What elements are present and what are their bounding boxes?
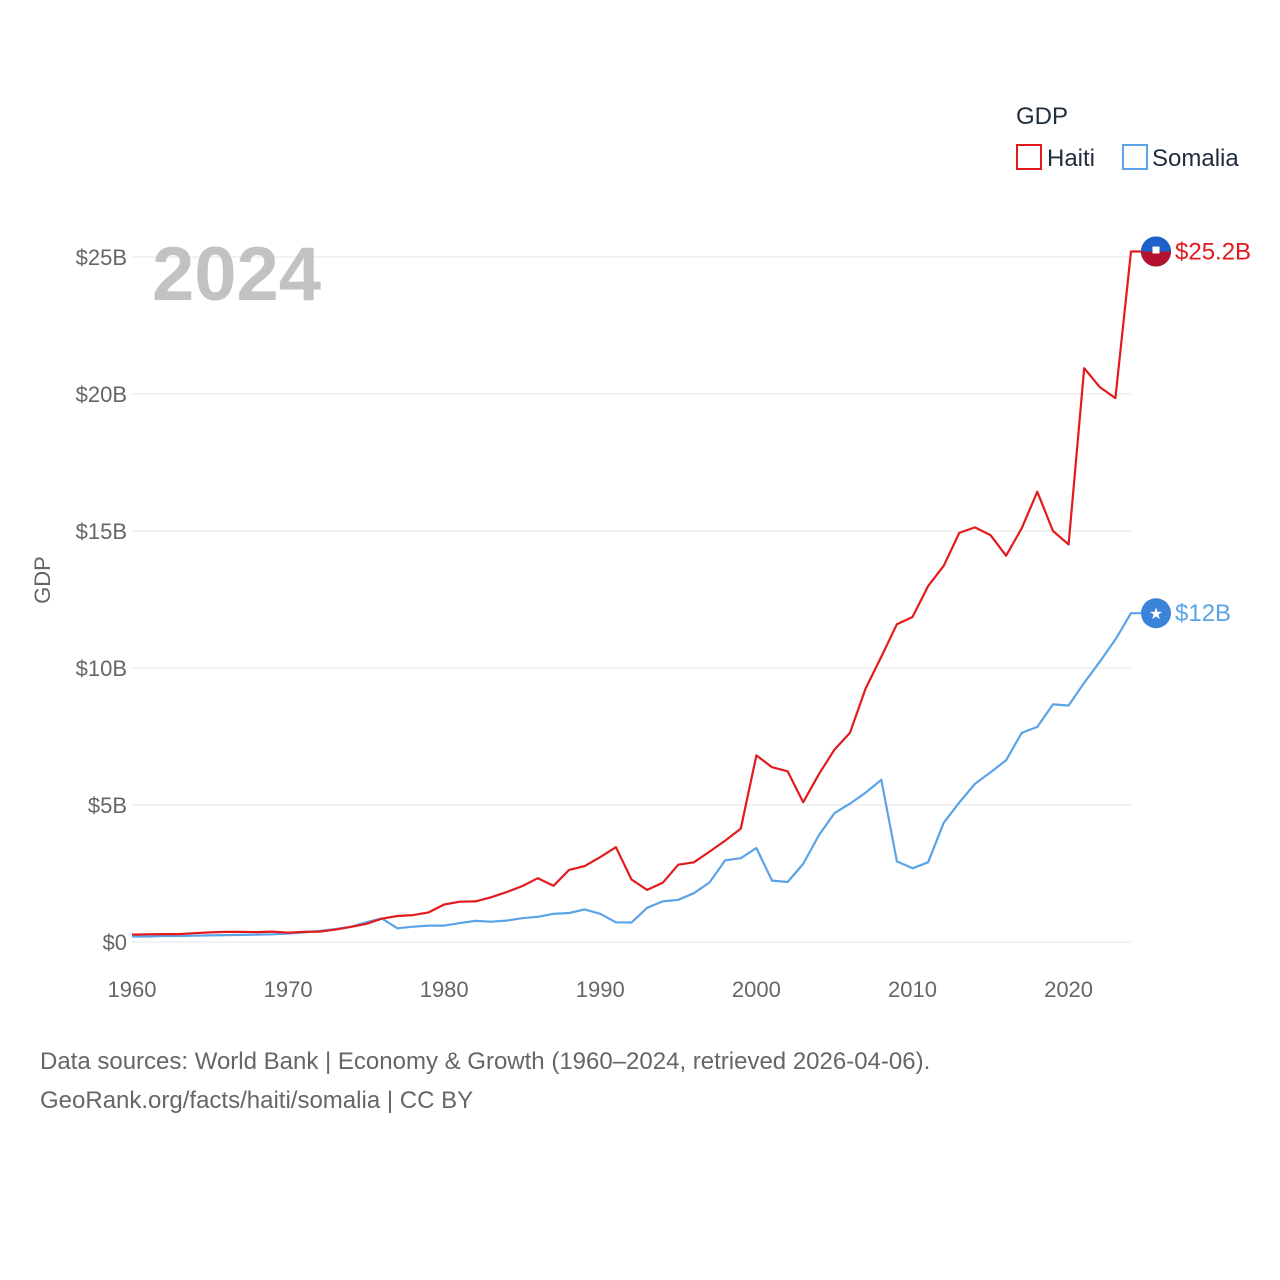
end-marker-somalia[interactable]: ★: [1141, 598, 1171, 629]
y-tick-label: $0: [103, 930, 127, 955]
gdp-line-chart: $0 $5B $10B $15B $20B $25B 1960 1970 1980 1990 20…: [30, 103, 1251, 1002]
x-tick-label: 2020: [1044, 977, 1093, 1002]
y-tick-label: $15B: [76, 519, 127, 544]
source-note: Data sources: World Bank | Economy & Gro…: [40, 1042, 1240, 1120]
haiti-flag-bottom: [1141, 251, 1171, 267]
legend-label-haiti: Haiti: [1047, 145, 1095, 172]
y-axis-ticks: $0 $5B $10B $15B $20B $25B: [76, 245, 127, 955]
x-tick-label: 1980: [420, 977, 469, 1002]
x-tick-label: 1970: [264, 977, 313, 1002]
haiti-flag-emblem: [1152, 246, 1160, 254]
year-watermark: 2024: [152, 232, 321, 317]
legend-item-somalia[interactable]: Somalia: [1122, 144, 1239, 172]
end-marker-haiti[interactable]: [1141, 236, 1171, 267]
legend-title: GDP: [1016, 103, 1068, 130]
y-tick-label: $25B: [76, 245, 127, 270]
x-tick-label: 1990: [576, 977, 625, 1002]
haiti-flag-top: [1141, 236, 1171, 252]
gridlines: [132, 256, 1131, 943]
y-tick-label: $20B: [76, 382, 127, 407]
y-axis-label: GDP: [30, 556, 55, 604]
end-label-haiti: $25.2B: [1175, 239, 1251, 266]
x-tick-label: 1960: [108, 977, 157, 1002]
series-line-somalia[interactable]: [132, 612, 1142, 938]
legend-item-haiti[interactable]: Haiti: [1016, 144, 1095, 172]
source-line-2: GeoRank.org/facts/haiti/somalia | CC BY: [40, 1087, 474, 1114]
series-line-haiti[interactable]: [131, 250, 1142, 936]
legend-label-somalia: Somalia: [1152, 145, 1239, 172]
legend-swatch-somalia: [1122, 144, 1148, 170]
star-icon: ★: [1149, 606, 1163, 623]
source-line-1: Data sources: World Bank | Economy & Gro…: [40, 1048, 931, 1075]
somalia-flag-icon: [1141, 598, 1171, 629]
x-tick-label: 2000: [732, 977, 781, 1002]
legend-swatch-haiti: [1016, 144, 1042, 170]
series-lines: [131, 250, 1142, 938]
x-axis-ticks: 1960 1970 1980 1990 2000 2010 2020: [108, 977, 1094, 1002]
x-tick-label: 2010: [888, 977, 937, 1002]
y-tick-label: $10B: [76, 656, 127, 681]
end-label-somalia: $12B: [1175, 600, 1231, 627]
y-tick-label: $5B: [88, 793, 127, 818]
